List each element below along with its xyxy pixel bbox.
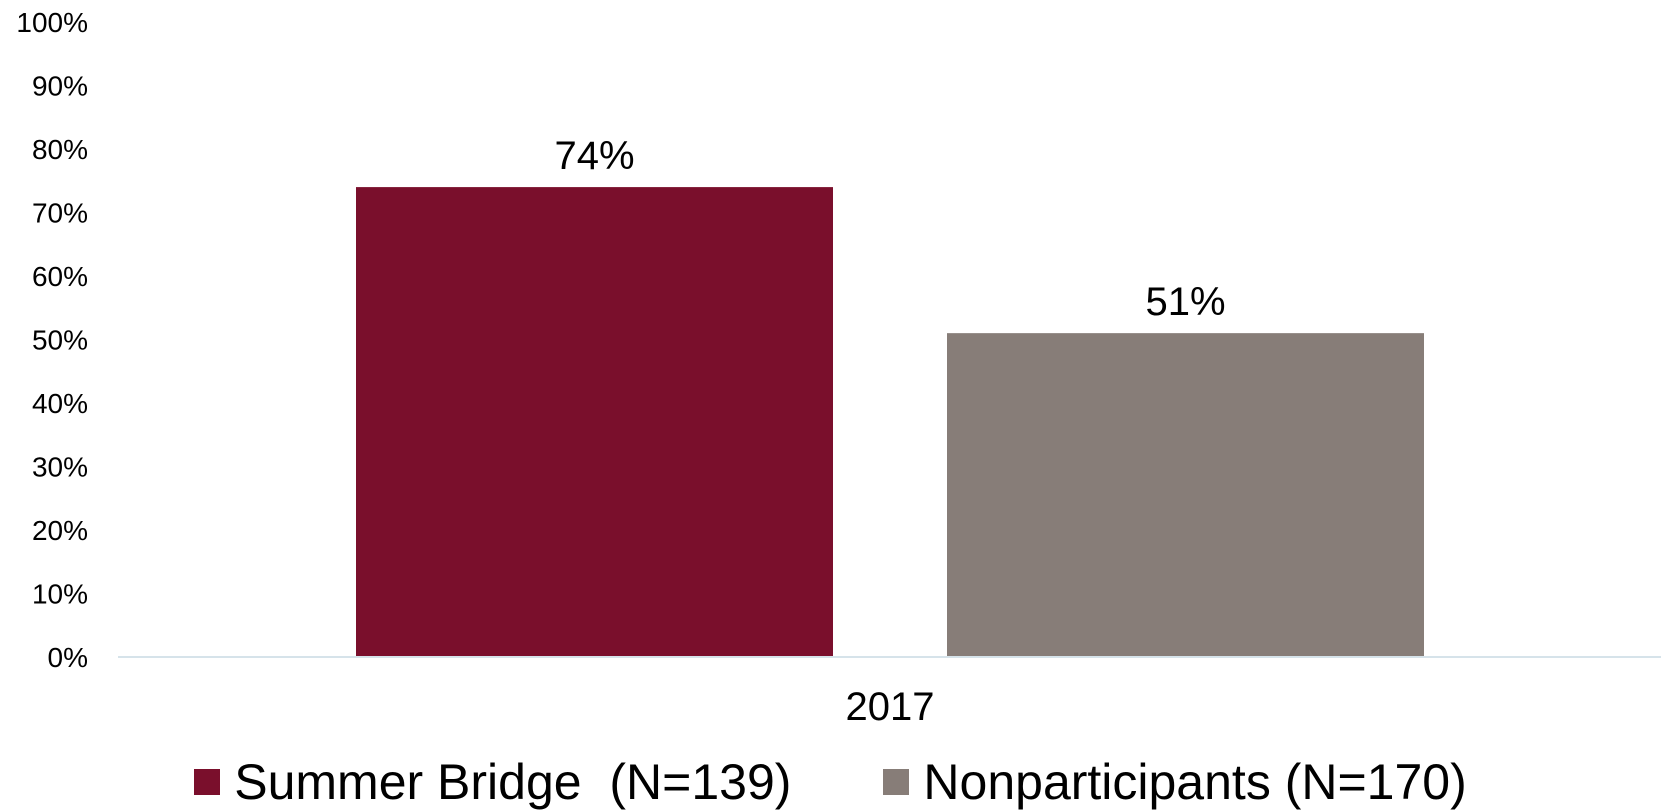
legend-swatch-summer-bridge bbox=[194, 769, 221, 795]
legend: Summer Bridge (N=139) Nonparticipants (N… bbox=[0, 752, 1661, 812]
y-tick-label: 40% bbox=[32, 388, 88, 419]
bar-nonparticipants bbox=[947, 333, 1424, 657]
legend-label-summer-bridge: Summer Bridge (N=139) bbox=[234, 754, 792, 810]
legend-label-nonparticipants: Nonparticipants (N=170) bbox=[923, 754, 1467, 810]
y-tick-label: 90% bbox=[32, 71, 88, 102]
legend-swatch-nonparticipants bbox=[883, 769, 910, 795]
data-label: 51% bbox=[1145, 280, 1225, 324]
data-label: 74% bbox=[554, 134, 634, 178]
y-tick-label: 60% bbox=[32, 261, 88, 292]
y-tick-label: 70% bbox=[32, 198, 88, 229]
x-tick-label: 2017 bbox=[846, 685, 935, 729]
legend-item-nonparticipants: Nonparticipants (N=170) bbox=[883, 754, 1467, 810]
y-tick-label: 80% bbox=[32, 134, 88, 165]
y-tick-label: 0% bbox=[48, 642, 88, 673]
y-tick-label: 20% bbox=[32, 515, 88, 546]
y-tick-label: 100% bbox=[16, 7, 88, 38]
y-tick-label: 10% bbox=[32, 579, 88, 610]
bar-chart: 0% 10% 20% 30% 40% 50% 60% 70% 80% 90% 100% 74% 51% 2… bbox=[16, 7, 1661, 729]
y-tick-label: 30% bbox=[32, 452, 88, 483]
y-tick-label: 50% bbox=[32, 325, 88, 356]
legend-item-summer-bridge: Summer Bridge (N=139) bbox=[194, 757, 791, 807]
bar-summer-bridge bbox=[356, 187, 833, 657]
